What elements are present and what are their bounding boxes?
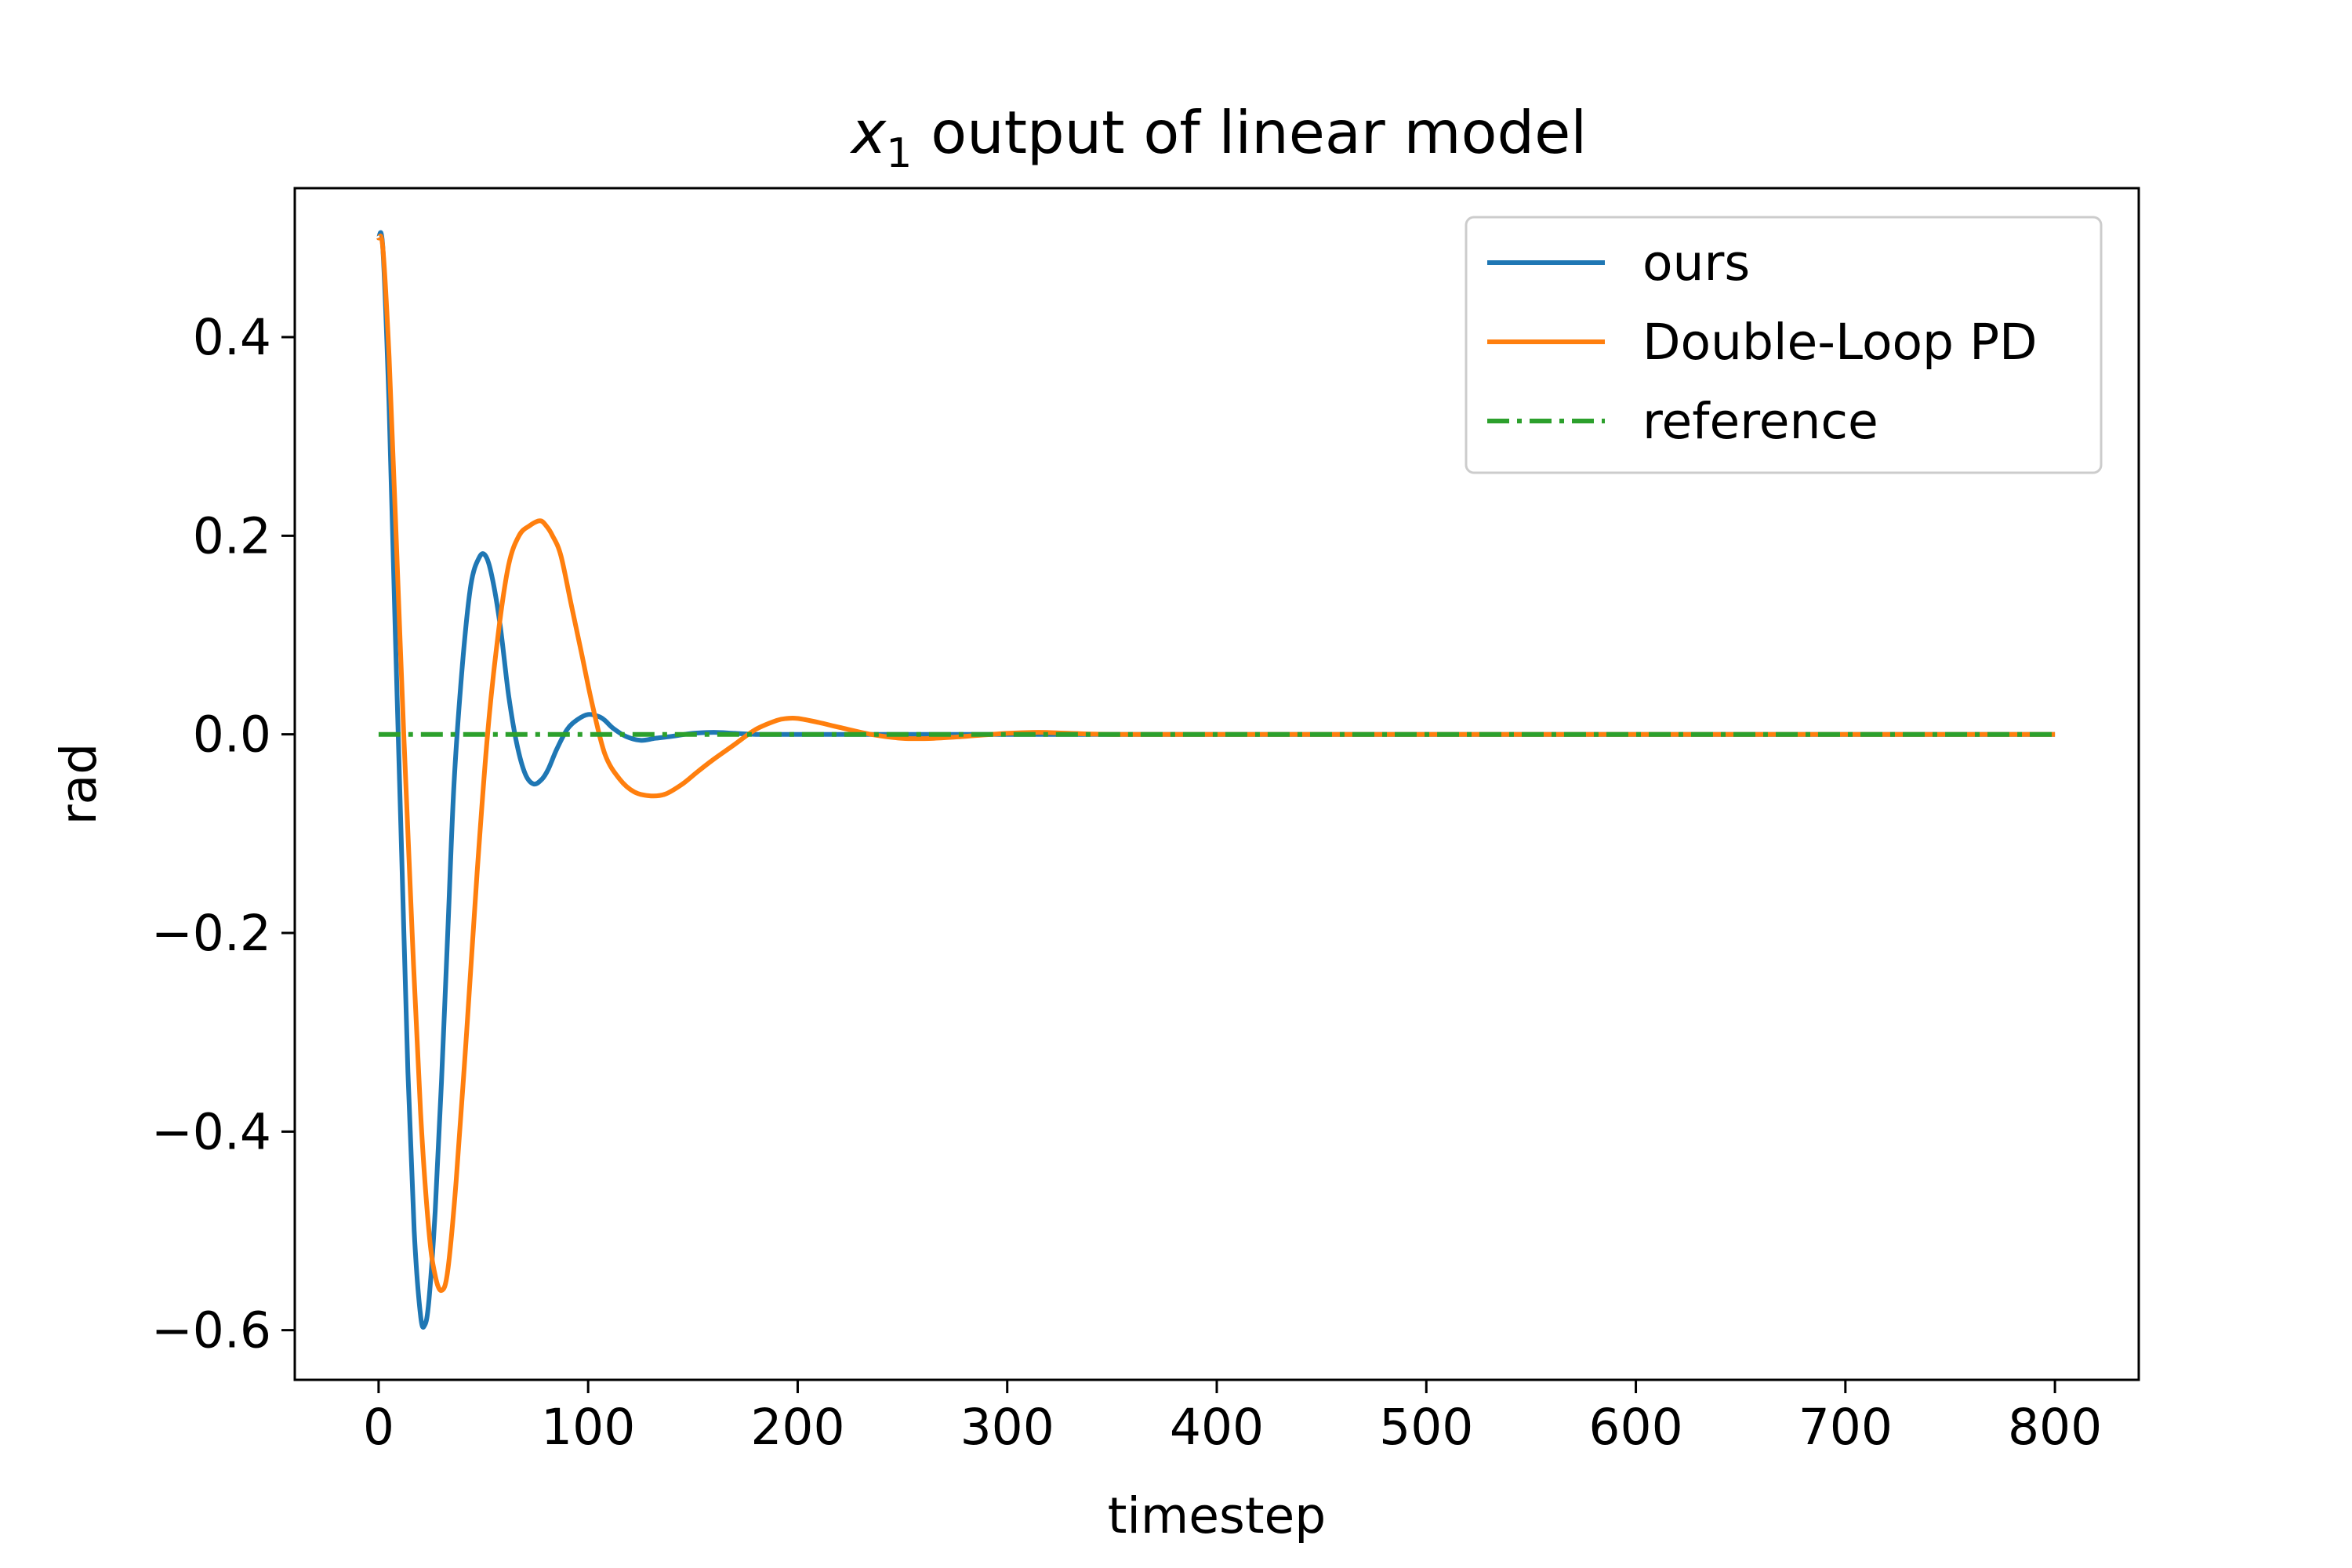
x-tick-label: 400 [1170, 1399, 1264, 1456]
legend: ours Double-Loop PD reference [1465, 216, 2103, 474]
x-tick-label: 500 [1379, 1399, 1473, 1456]
x-tick-label: 600 [1588, 1399, 1682, 1456]
x-tick-label: 700 [1798, 1399, 1893, 1456]
y-tick-label: 0.4 [193, 309, 271, 366]
y-tick-label: −0.4 [151, 1103, 271, 1160]
series-layer [376, 230, 2056, 1330]
y-tick-label: 0.0 [193, 706, 271, 764]
x-tick-label: 800 [2008, 1399, 2102, 1456]
y-tick-label: 0.2 [193, 507, 271, 564]
legend-label: reference [1642, 393, 1878, 450]
x-tick-label: 300 [960, 1399, 1054, 1456]
y-axis: 0.4 0.2 0.0 −0.2 −0.4 −0.6 [151, 309, 295, 1359]
legend-label: Double-Loop PD [1642, 314, 2038, 371]
y-tick-label: −0.6 [151, 1302, 271, 1359]
y-axis-label: rad [50, 743, 107, 826]
y-tick-label: −0.2 [151, 905, 271, 962]
legend-box [1465, 216, 2103, 474]
x-tick-label: 200 [750, 1399, 844, 1456]
x-axis-label: timestep [1108, 1487, 1327, 1544]
x-tick-label: 100 [541, 1399, 635, 1456]
chart-title: x1 output of linear model [850, 98, 1587, 177]
x-tick-label: 0 [363, 1399, 394, 1456]
x-axis: 0 100 200 300 400 500 600 700 800 [363, 1380, 2102, 1456]
legend-label: ours [1642, 234, 1750, 292]
